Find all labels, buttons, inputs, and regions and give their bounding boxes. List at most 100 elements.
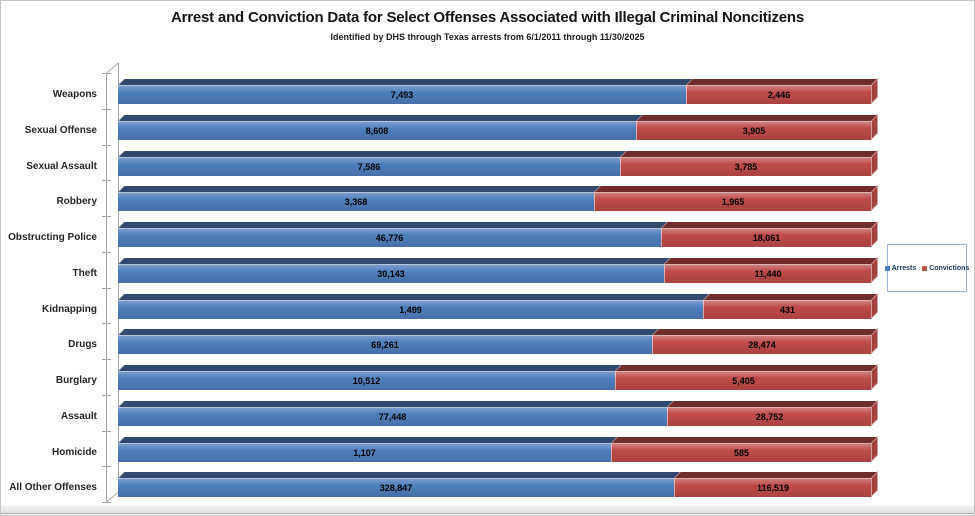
convictions-bar-segment: 28,474 <box>652 335 871 355</box>
convictions-bar-segment: 2,446 <box>686 85 871 104</box>
category-label: Drugs <box>68 339 97 351</box>
arrests-value-label: 10,512 <box>352 376 381 386</box>
bar-row: 7,586 3,785 <box>118 145 878 181</box>
convictions-bar-segment: 28,752 <box>667 406 871 426</box>
convictions-legend-marker-icon <box>922 265 928 271</box>
arrests-value-label: 46,776 <box>375 233 404 243</box>
axis-tick <box>102 466 111 468</box>
bar-row: 10,512 5,405 <box>118 359 878 395</box>
axis-tick <box>102 216 111 217</box>
arrests-bar-segment: 10,512 <box>118 371 615 390</box>
arrests-bar-segment: 69,261 <box>118 335 652 355</box>
axis-tick <box>102 323 111 325</box>
convictions-value-label: 5,405 <box>732 376 755 386</box>
category-label: Robbery <box>56 196 97 208</box>
convictions-bar-segment: 18,061 <box>661 228 871 247</box>
arrests-value-label: 7,493 <box>390 90 414 100</box>
axis-tick <box>102 73 111 74</box>
plot-area: 7,493 2,446 8,608 3,905 7,586 3,785 3,368 1,965… <box>118 73 878 502</box>
legend-item-arrests: Arrests <box>884 264 917 272</box>
bar-row: 1,107 585 <box>118 431 878 467</box>
bar-row: 46,776 18,061 <box>118 216 878 252</box>
axis-tick <box>102 430 111 432</box>
category-label: Sexual Offense <box>24 124 97 136</box>
convictions-value-label: 11,440 <box>754 268 782 279</box>
bar-row: 7,493 2,446 <box>118 73 878 109</box>
convictions-bar-segment: 585 <box>611 442 871 462</box>
axis-tick <box>102 144 111 146</box>
arrests-value-label: 328,847 <box>379 483 413 494</box>
axis-tick <box>102 180 111 182</box>
convictions-value-label: 116,519 <box>756 483 790 494</box>
convictions-value-label: 28,474 <box>748 340 776 351</box>
category-label: Kidnapping <box>42 303 97 315</box>
legend-label-arrests: Arrests <box>891 264 917 272</box>
bar-row: 1,499 431 <box>118 288 878 324</box>
bar-end-cap <box>871 471 878 498</box>
legend-label-convictions: Convictions <box>929 264 970 272</box>
arrests-bar-segment: 7,493 <box>118 85 686 104</box>
bar-row: 8,608 3,905 <box>118 109 878 145</box>
bar-row: 30,143 11,440 <box>118 252 878 288</box>
axis-tick <box>102 394 111 396</box>
axis-tick <box>102 251 111 253</box>
arrests-bar-segment: 46,776 <box>118 228 661 247</box>
bar-row: 3,368 1,965 <box>118 180 878 216</box>
arrests-value-label: 1,107 <box>353 447 376 458</box>
arrests-bar-segment: 30,143 <box>118 263 664 283</box>
arrests-value-label: 77,448 <box>378 411 407 422</box>
bar-row: 69,261 28,474 <box>118 323 878 359</box>
convictions-value-label: 585 <box>733 447 750 458</box>
bar-row: 77,448 28,752 <box>118 395 878 431</box>
convictions-value-label: 1,965 <box>721 197 745 208</box>
arrests-value-label: 1,499 <box>399 304 422 315</box>
legend: Arrests Convictions <box>884 244 969 292</box>
category-label: Sexual Assault <box>26 160 97 172</box>
arrests-bar-segment: 77,448 <box>118 406 667 426</box>
arrests-value-label: 7,586 <box>357 161 381 172</box>
arrests-legend-marker-icon <box>884 265 890 271</box>
category-label: Theft <box>72 267 97 279</box>
convictions-bar-segment: 116,519 <box>674 478 871 498</box>
category-label: All Other Offenses <box>9 482 97 494</box>
bar-end-cap <box>871 185 878 212</box>
axis-tick <box>102 359 111 360</box>
category-label: Assault <box>60 410 97 422</box>
bar-end-cap <box>871 328 878 355</box>
arrests-bar-segment: 1,499 <box>118 299 703 319</box>
arrests-bar-segment: 7,586 <box>118 156 620 176</box>
convictions-value-label: 431 <box>779 304 796 315</box>
category-label: Burglary <box>55 375 97 386</box>
convictions-bar-segment: 431 <box>703 299 871 319</box>
category-label: Homicide <box>51 446 97 458</box>
convictions-value-label: 28,752 <box>755 411 784 422</box>
convictions-bar-segment: 3,905 <box>636 120 871 140</box>
category-label: Obstructing Police <box>8 232 97 243</box>
category-label: Weapons <box>52 89 97 100</box>
arrests-bar-segment: 8,608 <box>118 120 636 140</box>
bar-row: 328,847 116,519 <box>118 466 878 502</box>
arrests-bar-segment: 328,847 <box>118 478 674 498</box>
axis-tick <box>102 502 111 503</box>
category-labels: Weapons Sexual Offense Sexual Assault Robbe… <box>1 73 101 502</box>
arrests-value-label: 8,608 <box>365 125 389 136</box>
chart-title: Arrest and Conviction Data for Select Of… <box>170 9 805 26</box>
convictions-value-label: 3,905 <box>742 125 766 136</box>
chart-floor <box>1 505 974 514</box>
axis-tick <box>102 287 111 289</box>
convictions-bar-segment: 5,405 <box>615 371 871 390</box>
arrests-value-label: 3,368 <box>344 197 368 208</box>
legend-item-convictions: Convictions <box>922 265 969 272</box>
chart-subtitle: Identified by DHS through Texas arrests … <box>330 32 645 42</box>
arrests-bar-segment: 1,107 <box>118 442 611 462</box>
convictions-value-label: 2,446 <box>767 90 791 100</box>
arrests-value-label: 30,143 <box>377 268 405 279</box>
arrests-bar-segment: 3,368 <box>118 192 594 212</box>
axis-tick <box>102 108 111 110</box>
convictions-bar-segment: 3,785 <box>620 156 871 176</box>
convictions-bar-segment: 1,965 <box>594 192 871 212</box>
arrests-value-label: 69,261 <box>371 340 399 351</box>
convictions-value-label: 18,061 <box>752 233 781 243</box>
convictions-value-label: 3,785 <box>734 161 758 172</box>
